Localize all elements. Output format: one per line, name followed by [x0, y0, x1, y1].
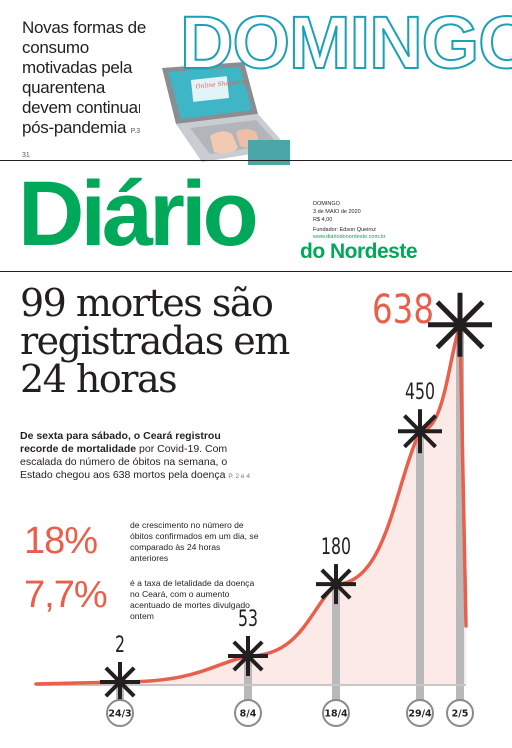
masthead-subtitle: do Nordeste	[300, 240, 418, 263]
lead-bold: De sexta para sábado, o Ceará registrou …	[20, 430, 221, 455]
chart-point-0	[100, 662, 140, 702]
teaser-headline: Novas formas de consumo motivadas pela q…	[22, 18, 146, 137]
chart-point-3	[398, 409, 442, 454]
chart-point-2	[316, 564, 356, 605]
teaser-page-ref: P.3 e 31	[22, 128, 147, 159]
site-url[interactable]: www.diariodonordeste.com.br	[313, 234, 386, 240]
chart-value-label-2: 180	[321, 535, 351, 560]
page-headline[interactable]: 99 mortes são registradas em 24 horas	[20, 281, 290, 401]
masthead-logo: Diário	[18, 163, 259, 265]
laptop-photo: Online Shopping	[140, 40, 290, 165]
stat-desc-lethality: é a taxa de letalidade da doença no Cear…	[130, 578, 255, 621]
chart-area-fill	[36, 324, 466, 686]
chart-bar-4	[456, 324, 464, 702]
chart-value-label-3: 450	[405, 380, 435, 405]
chart-x-tick-0	[106, 699, 134, 727]
chart-x-label-4: 2/5	[452, 709, 469, 720]
chart-x-label-1: 8/4	[240, 709, 257, 720]
chart-bar-3	[416, 431, 424, 702]
chart-x-tick-1	[234, 699, 262, 727]
chart-point-1	[228, 635, 268, 676]
chart-x-label-2: 18/4	[324, 709, 348, 720]
stat-value-growth: 18%	[24, 520, 98, 562]
chart-x-tick-4	[446, 699, 474, 727]
section-title: DOMINGO	[179, 1, 512, 84]
edition-date: 3 de MAIO de 2020	[313, 209, 361, 215]
stat-value-lethality: 7,7%	[24, 574, 108, 616]
chart-point-4	[428, 292, 492, 357]
teaser-text[interactable]: Novas formas de consumo motivadas pela q…	[22, 18, 152, 166]
top-divider	[0, 160, 512, 161]
masthead-divider	[0, 271, 512, 272]
edition-day: DOMINGO	[313, 201, 340, 207]
chart-bar-1	[244, 655, 252, 702]
chart-value-label-1: 53	[238, 607, 258, 632]
chart-x-tick-3	[406, 699, 434, 727]
edition-price: R$ 4,00	[313, 217, 333, 223]
chart-bar-2	[332, 584, 340, 702]
stat-desc-growth: de crescimento no número de óbitos confi…	[130, 520, 259, 563]
lead-text: por Covid-19. Com escalada do número de …	[20, 443, 228, 481]
lead-paragraph: De sexta para sábado, o Ceará registrou …	[20, 430, 250, 483]
chart-x-label-0: 24/3	[108, 709, 131, 720]
chart-baseline	[36, 684, 466, 686]
founder-line: Fundador: Edson Queiroz	[313, 227, 376, 233]
chart-value-label-4: 638	[372, 287, 434, 333]
chart-x-tick-2	[322, 699, 350, 727]
chart-value-label-0: 2	[115, 633, 125, 658]
chart-x-label-3: 29/4	[408, 709, 432, 720]
lead-page-ref: P. 2 e 4	[228, 473, 250, 480]
